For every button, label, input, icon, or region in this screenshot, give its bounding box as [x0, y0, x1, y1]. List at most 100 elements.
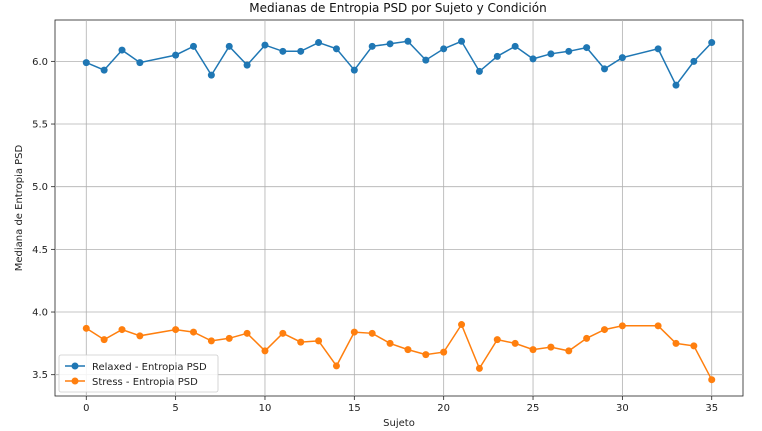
data-point-relaxed: [547, 50, 555, 58]
data-point-stress: [601, 326, 609, 334]
legend-label-relaxed: Relaxed - Entropia PSD: [92, 362, 207, 373]
x-tick-label: 5: [172, 403, 178, 414]
series-line-relaxed: [86, 40, 713, 87]
data-point-relaxed: [458, 37, 466, 45]
data-point-stress: [386, 339, 394, 347]
series-layer: [82, 37, 716, 384]
data-point-relaxed: [404, 37, 412, 45]
data-point-relaxed: [172, 51, 180, 59]
data-point-stress: [297, 338, 305, 346]
x-tick-label: 0: [83, 403, 89, 414]
data-point-relaxed: [529, 55, 537, 63]
data-point-stress: [118, 326, 126, 334]
data-point-stress: [440, 348, 448, 356]
series-line-stress: [85, 322, 713, 381]
data-point-stress: [565, 347, 573, 355]
data-point-relaxed: [297, 47, 305, 55]
legend-label-stress: Stress - Entropia PSD: [92, 377, 198, 388]
chart-title: Medianas de Entropia PSD por Sujeto y Co…: [249, 1, 546, 15]
x-axis-label: Sujeto: [383, 418, 415, 429]
legend: Relaxed - Entropia PSD Stress - Entropia…: [58, 354, 219, 393]
data-point-relaxed: [601, 65, 609, 73]
x-tick-label: 30: [616, 403, 629, 414]
data-point-relaxed: [583, 44, 591, 52]
data-point-relaxed: [279, 47, 287, 55]
data-point-stress: [458, 321, 466, 329]
data-point-stress: [475, 364, 483, 372]
data-point-stress: [708, 376, 716, 384]
data-point-relaxed: [350, 66, 358, 74]
data-point-stress: [672, 339, 680, 347]
legend-marker-stress: [71, 377, 79, 385]
data-point-relaxed: [118, 46, 126, 54]
data-point-relaxed: [100, 66, 108, 74]
data-point-relaxed: [708, 39, 716, 47]
data-point-stress: [529, 346, 537, 354]
legend-marker-relaxed: [71, 362, 79, 370]
x-tick-label: 35: [705, 403, 718, 414]
data-point-relaxed: [565, 47, 573, 55]
data-point-relaxed: [422, 56, 430, 64]
grid: [55, 20, 743, 396]
ticks: 0 5 10 15 20 25 30 35 3.5 4.0 4.5 5.0 5.5 6.0: [32, 57, 718, 414]
data-point-relaxed: [672, 81, 680, 89]
data-point-stress: [261, 347, 269, 355]
data-point-stress: [654, 322, 662, 330]
data-point-relaxed: [618, 54, 626, 62]
data-point-stress: [279, 329, 287, 337]
data-point-stress: [547, 343, 555, 351]
data-point-stress: [690, 342, 698, 350]
data-point-stress: [136, 332, 144, 340]
data-point-relaxed: [654, 45, 662, 53]
y-tick-label: 4.0: [32, 308, 48, 319]
x-tick-label: 15: [348, 403, 361, 414]
y-tick-label: 5.0: [32, 182, 48, 193]
data-point-relaxed: [493, 52, 501, 60]
data-point-relaxed: [511, 42, 519, 50]
data-point-relaxed: [332, 45, 340, 53]
data-point-relaxed: [368, 42, 376, 50]
data-point-stress: [493, 336, 501, 344]
data-point-relaxed: [475, 67, 483, 75]
data-point-stress: [332, 362, 340, 370]
series-stress: [82, 321, 716, 384]
data-point-stress: [82, 324, 90, 332]
x-tick-label: 10: [259, 403, 272, 414]
legend-box: [58, 354, 219, 393]
data-point-stress: [315, 337, 323, 345]
y-axis-label: Mediana de Entropia PSD: [14, 144, 25, 271]
data-point-relaxed: [82, 59, 90, 67]
data-point-stress: [350, 328, 358, 336]
y-tick-label: 6.0: [32, 57, 48, 68]
data-point-stress: [243, 329, 251, 337]
data-point-stress: [422, 351, 430, 359]
data-point-stress: [189, 328, 197, 336]
data-point-relaxed: [386, 40, 394, 48]
plot-frame: [54, 19, 744, 397]
series-relaxed: [82, 37, 716, 89]
data-point-relaxed: [225, 42, 233, 50]
data-point-stress: [225, 334, 233, 342]
y-tick-label: 5.5: [32, 120, 48, 131]
data-point-stress: [207, 337, 215, 345]
data-point-relaxed: [207, 71, 215, 79]
data-point-stress: [618, 322, 626, 330]
data-point-relaxed: [315, 39, 323, 47]
data-point-relaxed: [189, 42, 197, 50]
data-point-relaxed: [440, 45, 448, 53]
data-point-relaxed: [690, 57, 698, 65]
data-point-stress: [583, 334, 591, 342]
data-point-relaxed: [243, 61, 251, 69]
data-point-relaxed: [136, 59, 144, 67]
data-point-stress: [100, 336, 108, 344]
y-tick-label: 3.5: [32, 370, 48, 381]
x-tick-label: 25: [527, 403, 540, 414]
x-tick-label: 20: [437, 403, 450, 414]
data-point-stress: [172, 326, 180, 334]
data-point-relaxed: [261, 41, 269, 49]
data-point-stress: [404, 346, 412, 354]
data-point-stress: [511, 339, 519, 347]
y-tick-label: 4.5: [32, 245, 48, 256]
data-point-stress: [368, 329, 376, 337]
